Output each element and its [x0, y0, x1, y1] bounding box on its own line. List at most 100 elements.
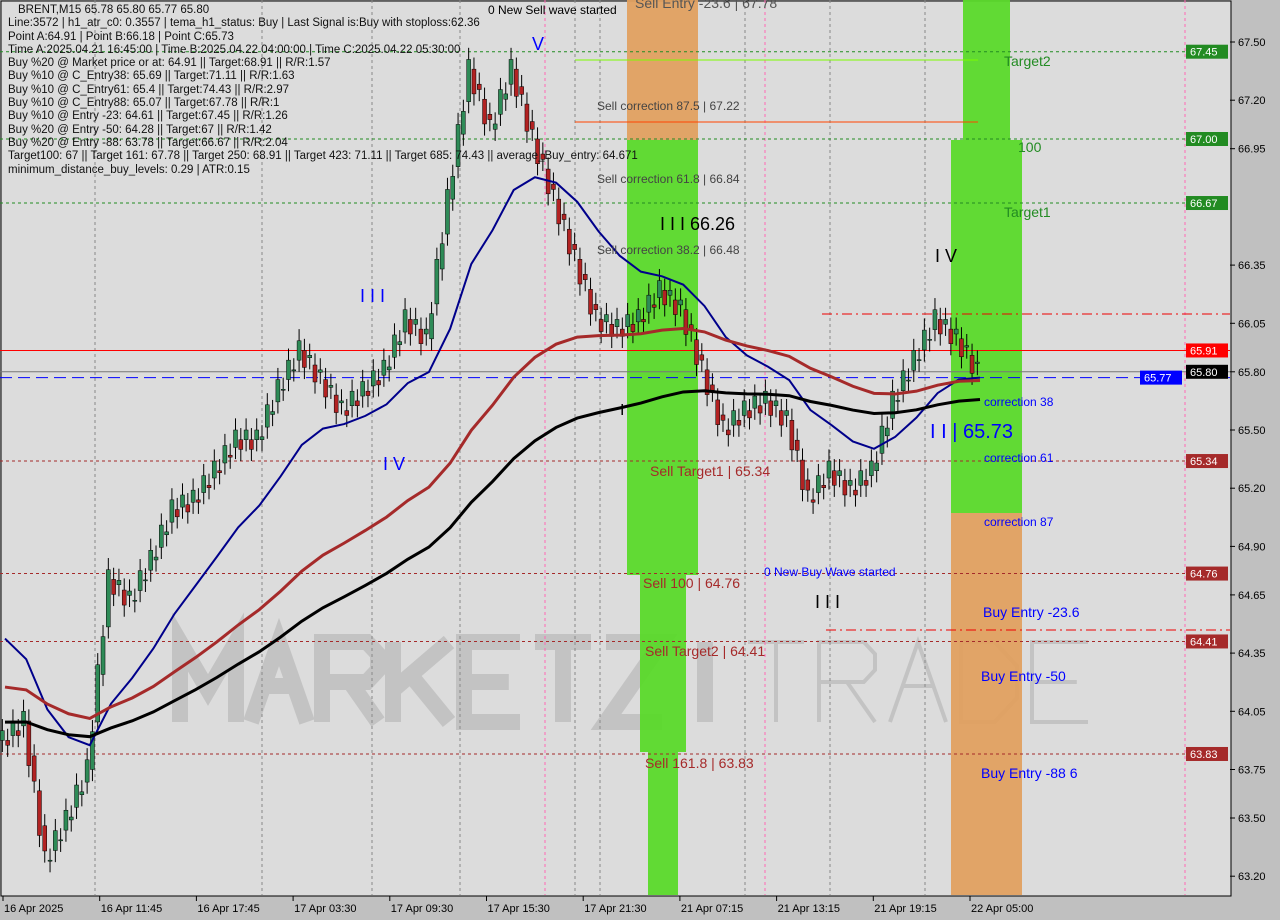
candle-body	[567, 228, 572, 255]
watermark-stroke	[314, 634, 386, 722]
price-label-badge	[1140, 370, 1182, 385]
candle-body	[302, 350, 307, 368]
annotation-correction61: correction 61	[984, 451, 1054, 465]
candle-body	[593, 304, 599, 310]
info-panel: BRENT,M15 65.78 65.80 65.77 65.80 Line:3…	[8, 4, 638, 177]
y-tick-label: 66.95	[1238, 144, 1266, 156]
candle-body	[731, 410, 736, 426]
candle-body	[100, 636, 106, 675]
candle-body	[42, 825, 47, 852]
candle-body	[233, 429, 238, 448]
fib-zone	[951, 140, 1022, 513]
watermark-stroke	[243, 617, 315, 725]
candle-body	[847, 480, 853, 486]
fib-zone	[627, 0, 698, 140]
y-tick-label: 63.50	[1238, 813, 1266, 825]
y-tick-label: 63.75	[1238, 765, 1266, 777]
candle-body	[254, 429, 259, 440]
x-tick-label: 21 Apr 19:15	[874, 903, 936, 915]
fib-zone	[640, 575, 686, 752]
y-tick-label: 63.20	[1238, 871, 1266, 883]
candle-body	[514, 68, 519, 97]
info-line: Line:3572 | h1_atr_c0: 0.3557 | tema_h1_…	[8, 17, 480, 30]
candle-body	[863, 480, 869, 486]
fib-zone	[963, 0, 1010, 140]
candle-body	[212, 460, 217, 479]
candle-body	[747, 410, 752, 419]
candle-body	[227, 454, 233, 458]
info-line: Point A:64.91 | Point B:66.18 | Point C:…	[8, 30, 234, 43]
annotation-wave-ii-price: I I | 65.73	[930, 421, 1013, 443]
candle-body	[461, 111, 466, 135]
x-tick-label: 17 Apr 03:30	[294, 903, 356, 915]
x-tick-label: 16 Apr 17:45	[197, 903, 259, 915]
annotation-sell-1618: Sell 161.8 | 63.83	[645, 755, 754, 771]
candle-body	[524, 103, 530, 132]
candle-body	[810, 499, 816, 503]
candle-body	[535, 138, 540, 164]
candle-body	[265, 404, 270, 428]
candle-body	[482, 98, 487, 125]
candle-body	[439, 243, 445, 270]
annotation-wave-iv-b: I V	[935, 246, 957, 266]
watermark-stroke	[888, 635, 948, 723]
x-tick-label: 22 Apr 05:00	[971, 903, 1033, 915]
candle-body	[371, 370, 376, 387]
candle-body	[31, 755, 37, 782]
candle-body	[79, 791, 85, 795]
candle-body	[339, 400, 344, 404]
annotation-sell-corr-875: Sell correction 87.5 | 67.22	[597, 99, 740, 113]
info-line: Target100: 67 || Target 161: 67.78 || Ta…	[8, 150, 638, 163]
candle-body	[720, 414, 726, 421]
y-tick-label: 66.05	[1238, 318, 1266, 330]
candle-body	[386, 366, 392, 371]
candle-body	[445, 189, 450, 235]
candle-body	[312, 364, 318, 383]
watermark-stroke	[845, 680, 877, 724]
candle-body	[832, 470, 837, 486]
price-label: 67.00	[1190, 134, 1218, 146]
candle-body	[816, 475, 821, 493]
info-line: Buy %10 @ Entry -23: 64.61 || Target:67.…	[8, 110, 288, 123]
candle-body	[137, 570, 143, 591]
candle-body	[344, 410, 350, 416]
candle-body	[95, 664, 100, 723]
candle-body	[498, 89, 503, 115]
candle-body	[789, 420, 795, 451]
candle-body	[694, 339, 699, 365]
candle-body	[741, 400, 747, 416]
ma-slow-line	[4, 389, 981, 739]
candle-body	[201, 475, 206, 493]
candle-body	[270, 411, 275, 415]
annotation-wave-iv-a: I V	[383, 454, 405, 474]
candle-body	[164, 531, 169, 536]
candle-body	[286, 359, 291, 380]
candle-body	[26, 720, 32, 766]
y-tick-label: 64.90	[1238, 541, 1266, 553]
candle-body	[779, 410, 784, 426]
candle-body	[153, 556, 159, 561]
candle-body	[969, 355, 975, 374]
y-tick-label: 67.20	[1238, 95, 1266, 107]
price-label-badge	[1186, 44, 1228, 59]
annotation-sell-100: Sell 100 | 64.76	[643, 575, 740, 591]
candle-body	[106, 569, 111, 628]
candle-body	[466, 59, 471, 102]
annotation-wave-iii-a: I I I	[360, 286, 385, 306]
candle-body	[0, 730, 5, 741]
candle-body	[185, 504, 191, 513]
candle-body	[349, 390, 355, 407]
annotation-new-sell-wave: 0 New Sell wave started	[488, 3, 617, 17]
candle-body	[318, 369, 323, 373]
info-line: Buy %10 @ C_Entry88: 65.07 || Target:67.…	[8, 97, 280, 110]
price-label-badge	[1186, 196, 1228, 211]
price-label: 65.80	[1190, 367, 1218, 379]
candle-body	[296, 340, 302, 361]
candle-body	[540, 153, 546, 160]
info-line: Buy %20 @ Entry -88: 63.78 || Target:66.…	[8, 136, 288, 149]
annotation-correction87: correction 87	[984, 515, 1054, 529]
y-tick-label: 65.20	[1238, 483, 1266, 495]
info-line: Buy %10 @ C_Entry61: 65.4 || Target:74.4…	[8, 83, 290, 96]
